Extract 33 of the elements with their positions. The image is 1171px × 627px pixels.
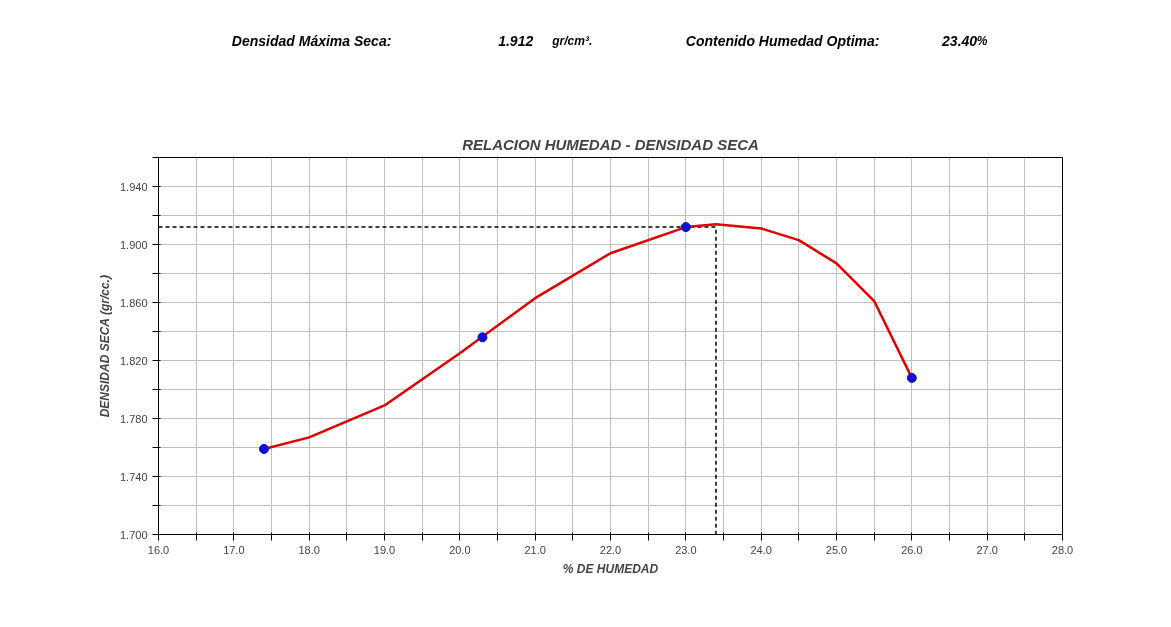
x-tick-label: 23.0 bbox=[675, 543, 697, 556]
x-tick-label: 19.0 bbox=[373, 543, 396, 556]
text: % bbox=[976, 33, 988, 48]
x-tick-label: 20.0 bbox=[449, 543, 471, 556]
point bbox=[258, 443, 269, 454]
x-tick-label: 24.0 bbox=[750, 543, 772, 556]
chart-title: RELACION HUMEDAD - DENSIDAD SECA bbox=[462, 135, 759, 153]
y-tick-label: 1.860 bbox=[119, 296, 148, 309]
x-tick-label: 22.0 bbox=[599, 543, 622, 556]
y-tick-label: 1.820 bbox=[119, 354, 148, 367]
x-tick-label: 26.0 bbox=[901, 543, 923, 556]
text: 23.40 bbox=[941, 32, 978, 49]
y-axis-title: DENSIDAD SECA (gr/cc.) bbox=[97, 275, 112, 418]
y-tick-label: 1.740 bbox=[119, 470, 148, 483]
point bbox=[477, 332, 488, 343]
text: gr/cm³. bbox=[551, 33, 593, 48]
x-tick-label: 28.0 bbox=[1051, 543, 1074, 556]
text: Densidad Máxima Seca: bbox=[231, 32, 392, 49]
y-tick-label: 1.940 bbox=[119, 180, 148, 193]
text: Contenido Humedad Optima: bbox=[685, 32, 880, 49]
x-tick-label: 27.0 bbox=[976, 543, 998, 556]
y-tick-label: 1.900 bbox=[119, 238, 148, 251]
x-tick-label: 17.0 bbox=[223, 543, 245, 556]
text: 1.912 bbox=[498, 32, 534, 49]
x-tick-label: 25.0 bbox=[825, 543, 848, 556]
x-tick-label: 16.0 bbox=[147, 543, 170, 556]
point bbox=[906, 372, 917, 383]
y-tick-label: 1.780 bbox=[119, 412, 148, 425]
y-tick-label: 1.700 bbox=[119, 528, 148, 541]
x-tick-label: 21.0 bbox=[524, 543, 546, 556]
point bbox=[680, 222, 691, 233]
x-axis-title: % DE HUMEDAD bbox=[562, 561, 659, 576]
x-tick-label: 18.0 bbox=[298, 543, 320, 556]
